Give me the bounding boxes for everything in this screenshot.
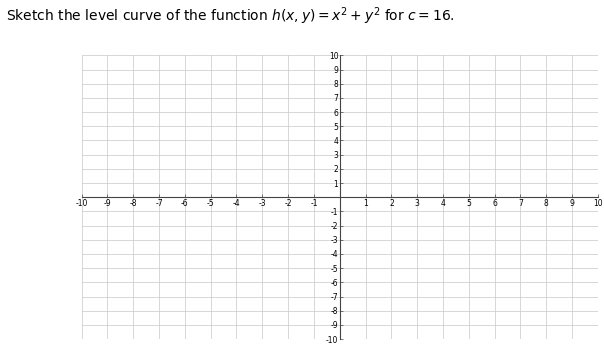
Text: Sketch the level curve of the function $h(x, y) = x^2 + y^2$ for $c = 16$.: Sketch the level curve of the function $… xyxy=(6,5,455,27)
